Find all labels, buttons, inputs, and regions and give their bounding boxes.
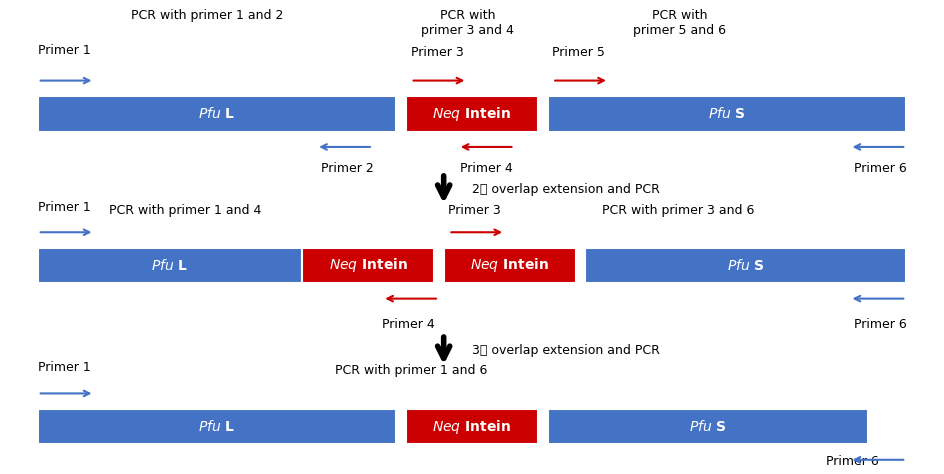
Text: Primer 5: Primer 5 <box>552 46 605 59</box>
Text: PCR with
primer 5 and 6: PCR with primer 5 and 6 <box>633 9 726 37</box>
Text: PCR with primer 1 and 4: PCR with primer 1 and 4 <box>109 204 261 217</box>
FancyBboxPatch shape <box>548 409 868 445</box>
Text: $\it{Pfu}$ S: $\it{Pfu}$ S <box>689 419 727 434</box>
Text: Primer 4: Primer 4 <box>460 162 513 175</box>
FancyBboxPatch shape <box>585 247 906 283</box>
Text: $\it{Neq}$ Intein: $\it{Neq}$ Intein <box>470 256 549 274</box>
FancyBboxPatch shape <box>38 96 396 131</box>
Text: Primer 3: Primer 3 <box>448 204 501 217</box>
FancyBboxPatch shape <box>548 96 906 131</box>
FancyBboxPatch shape <box>38 247 302 283</box>
FancyBboxPatch shape <box>406 409 538 445</box>
Text: PCR with primer 3 and 6: PCR with primer 3 and 6 <box>602 204 754 217</box>
Text: Primer 1: Primer 1 <box>38 201 91 214</box>
Text: Primer 2: Primer 2 <box>321 162 374 175</box>
Text: $\it{Pfu}$ L: $\it{Pfu}$ L <box>198 106 236 121</box>
Text: $\it{Neq}$ Intein: $\it{Neq}$ Intein <box>432 418 512 436</box>
Text: Primer 6: Primer 6 <box>854 162 907 175</box>
Text: Primer 6: Primer 6 <box>826 455 879 468</box>
Text: $\it{Pfu}$ L: $\it{Pfu}$ L <box>198 419 236 434</box>
Text: Primer 4: Primer 4 <box>382 318 435 330</box>
FancyBboxPatch shape <box>444 247 576 283</box>
FancyBboxPatch shape <box>302 247 434 283</box>
Text: $\it{Pfu}$ S: $\it{Pfu}$ S <box>727 258 765 273</box>
FancyBboxPatch shape <box>38 409 396 445</box>
Text: PCR with primer 1 and 2: PCR with primer 1 and 2 <box>131 9 284 22</box>
Text: PCR with primer 1 and 6: PCR with primer 1 and 6 <box>335 364 487 377</box>
Text: $\it{Neq}$ Intein: $\it{Neq}$ Intein <box>329 256 408 274</box>
Text: Primer 1: Primer 1 <box>38 44 91 57</box>
Text: Primer 1: Primer 1 <box>38 362 91 374</box>
Text: $\it{Pfu}$ L: $\it{Pfu}$ L <box>151 258 189 273</box>
Text: Primer 3: Primer 3 <box>411 46 464 59</box>
Text: $\it{Pfu}$ S: $\it{Pfu}$ S <box>708 106 746 121</box>
Text: $\it{Neq}$ Intein: $\it{Neq}$ Intein <box>432 105 512 123</box>
Text: PCR with
primer 3 and 4: PCR with primer 3 and 4 <box>421 9 514 37</box>
FancyBboxPatch shape <box>406 96 538 131</box>
Text: 2차 overlap extension and PCR: 2차 overlap extension and PCR <box>472 183 660 196</box>
Text: Primer 6: Primer 6 <box>854 318 907 330</box>
Text: 3차 overlap extension and PCR: 3차 overlap extension and PCR <box>472 344 660 357</box>
